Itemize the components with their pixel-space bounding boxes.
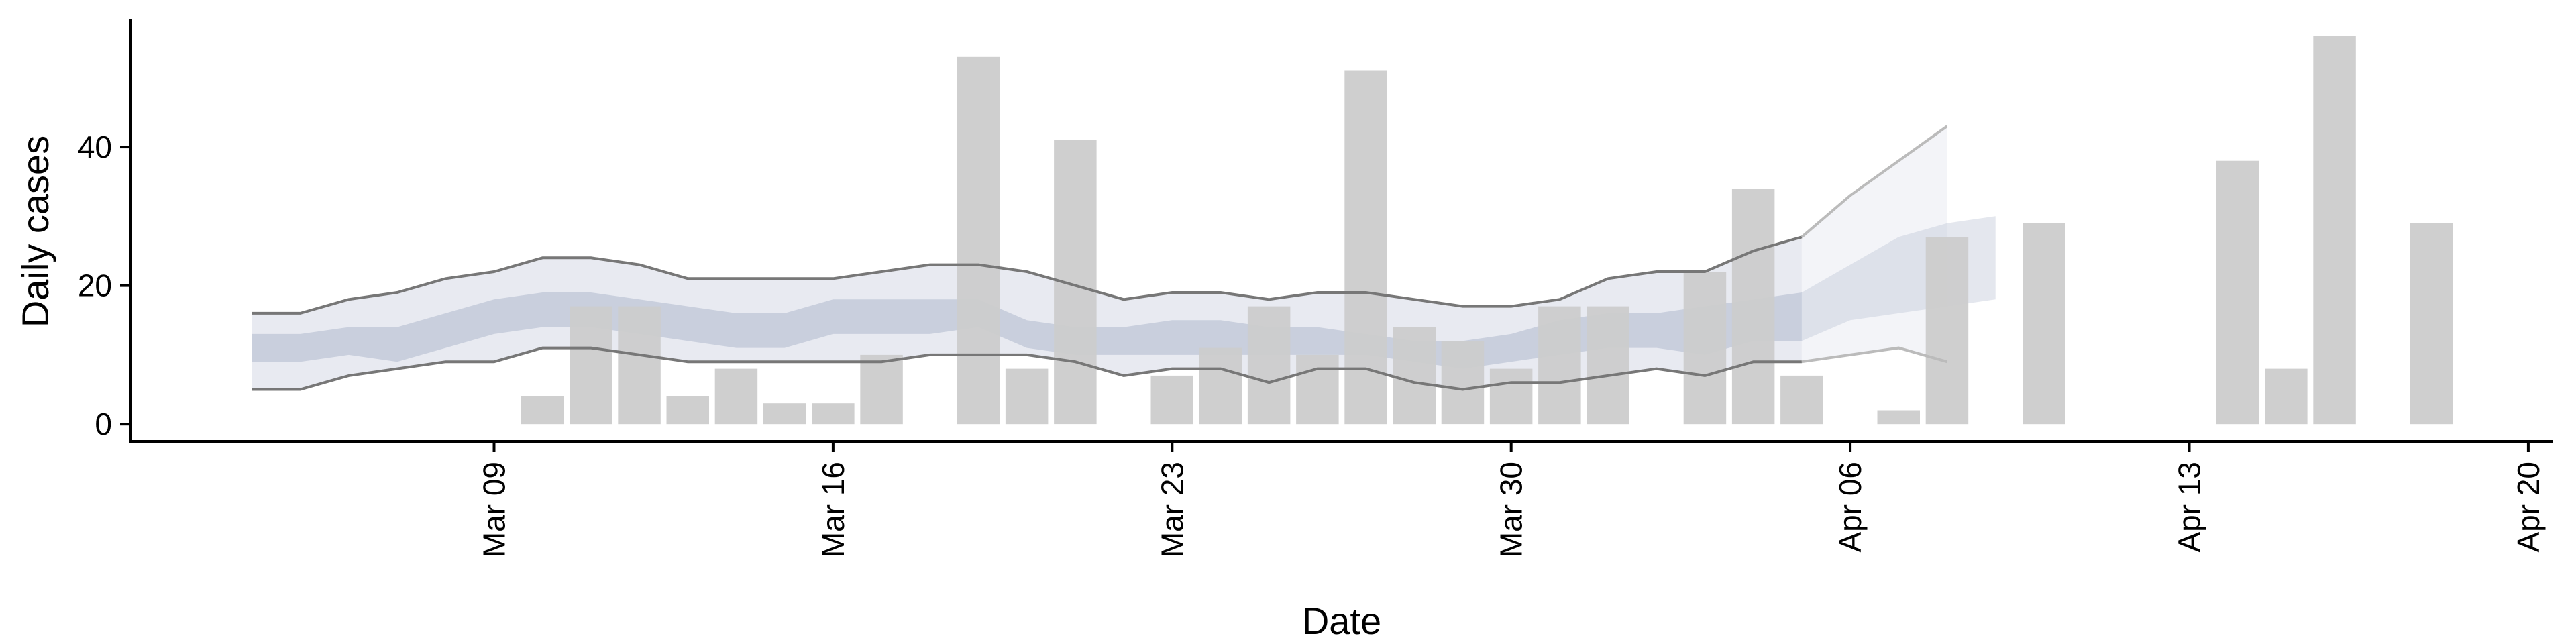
bar: [570, 306, 612, 425]
upper-forecast-line: [1801, 125, 1948, 238]
bar: [714, 368, 758, 425]
upper-interval-line: [252, 235, 1803, 315]
bar: [1150, 375, 1193, 425]
bar: [1199, 347, 1242, 425]
x-tick-label: Mar 30: [1494, 462, 1529, 557]
bar: [860, 354, 903, 425]
lower-interval-line: [252, 346, 1802, 391]
bar: [812, 403, 855, 425]
bar: [1344, 70, 1387, 425]
bar: [2265, 368, 2308, 425]
bar: [1538, 306, 1581, 425]
bar: [2023, 223, 2065, 425]
bar: [1005, 368, 1049, 425]
bar: [1489, 368, 1533, 425]
x-tick-label: Mar 16: [816, 462, 851, 557]
bar: [1393, 327, 1436, 425]
bar: [2216, 160, 2259, 425]
bar: [521, 396, 564, 425]
bar: [1780, 375, 1823, 425]
bar: [1587, 306, 1629, 425]
outer-band-forecast: [1801, 126, 1947, 362]
x-tick-label: Mar 23: [1155, 462, 1189, 557]
bar: [2410, 223, 2453, 425]
bar: [618, 306, 661, 425]
y-tick-label: 40: [78, 129, 112, 164]
x-tick-label: Apr 06: [1833, 462, 1868, 553]
interval-lines: [252, 125, 1948, 391]
bars-layer: [521, 36, 2453, 425]
y-tick-label: 0: [95, 407, 112, 441]
bar: [1731, 189, 1775, 425]
y-tick-label: 20: [78, 268, 112, 303]
bar: [1683, 272, 1727, 425]
bar: [666, 396, 709, 425]
x-tick-label: Apr 13: [2172, 462, 2207, 553]
bar: [1441, 341, 1485, 425]
bar: [1247, 306, 1291, 425]
bar: [1925, 237, 1969, 425]
bar: [957, 56, 1000, 425]
x-tick-label: Apr 20: [2511, 462, 2546, 553]
x-tick-label: Mar 09: [477, 462, 512, 557]
axes: [129, 19, 2553, 443]
y-ticks: 0 20 40: [78, 129, 131, 441]
bar: [1877, 410, 1920, 425]
lower-forecast-line: [1801, 346, 1948, 364]
bar: [1296, 354, 1339, 425]
y-axis-title: Daily cases: [14, 136, 56, 327]
bar: [763, 403, 806, 425]
bar: [2313, 36, 2356, 425]
x-ticks: Mar 09 Mar 16 Mar 23 Mar 30 Apr 06 Apr 13 Apr …: [477, 441, 2546, 557]
x-axis-title: Date: [1302, 600, 1381, 642]
